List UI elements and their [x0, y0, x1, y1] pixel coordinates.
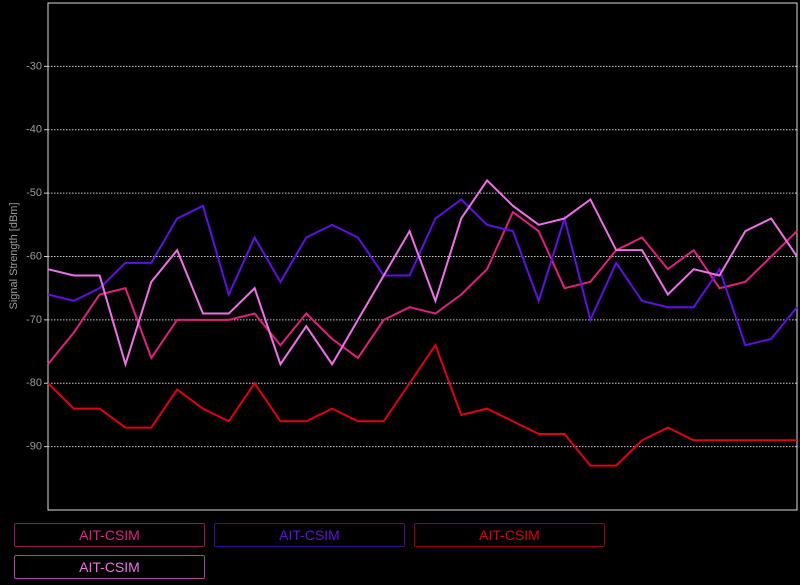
y-axis-label: Signal Strength [dBm] [8, 202, 20, 309]
y-tick-label: -30 [26, 60, 42, 72]
series-line [47, 178, 798, 368]
y-tick-label: -50 [26, 187, 42, 199]
y-tick-label: -90 [26, 441, 42, 453]
series-line [47, 343, 797, 467]
y-tick-label: -40 [26, 124, 42, 136]
chart: Signal Strength [dBm] -30 -40 -50 -60 -70 -80… [8, 2, 798, 511]
series-line [47, 198, 798, 347]
legend-item[interactable]: AIT-CSIM [414, 523, 605, 547]
series-line [47, 210, 798, 365]
legend-item[interactable]: AIT-CSIM [14, 555, 205, 579]
y-tick-label: -60 [26, 250, 42, 262]
y-tick-label: -70 [26, 314, 42, 326]
y-tick-label: -80 [26, 377, 42, 389]
legend-item[interactable]: AIT-CSIM [14, 523, 205, 547]
legend-item[interactable]: AIT-CSIM [214, 523, 405, 547]
